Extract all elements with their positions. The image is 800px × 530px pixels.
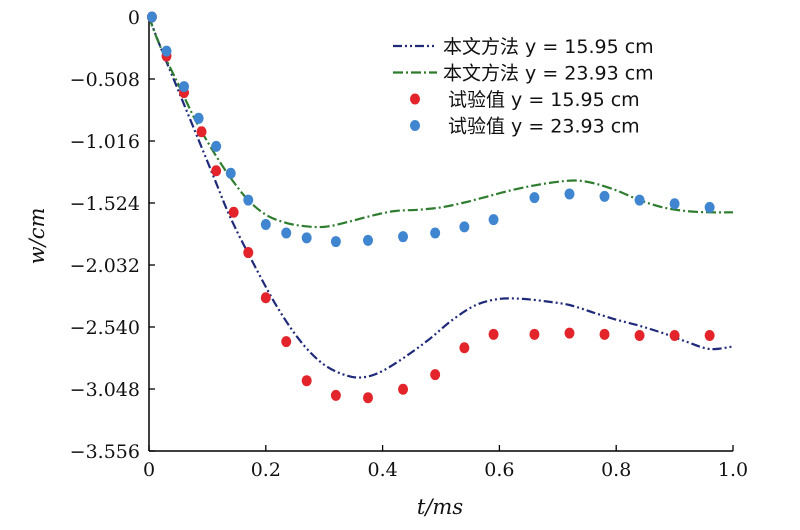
series-2-point [459, 342, 470, 354]
series-3-point [363, 234, 373, 246]
series-2-point [363, 392, 373, 404]
series-3-point [488, 214, 499, 226]
series-2-point [704, 330, 715, 342]
series-2-point [430, 369, 441, 381]
series-3-point [669, 198, 680, 210]
series-line-1 [147, 16, 734, 229]
series-3-point [281, 227, 292, 239]
y-tick-label: −3.048 [70, 379, 140, 401]
series-3-point [161, 45, 172, 57]
x-tick-label: 0.2 [251, 459, 281, 481]
series-3-point [529, 192, 540, 204]
legend: 本文方法 y = 15.95 cm 本文方法 y = 23.93 cm 试验值 y … [393, 36, 654, 138]
y-tick-label: −1.016 [70, 131, 140, 153]
series-layer [146, 11, 734, 404]
y-axis-title: w/cm [25, 208, 49, 265]
series-2-point [564, 327, 575, 339]
series-3-point [704, 201, 715, 213]
series-3-point [430, 227, 441, 239]
series-3-point [564, 188, 575, 200]
series-2-point [599, 328, 610, 340]
legend-swatch-3 [410, 120, 420, 131]
series-2-point [529, 328, 540, 340]
series-3-point [301, 232, 312, 244]
axes: 0 0.2 0.4 0.6 0.8 1.0 0 −0.508 −1.016 −1.524 −2.03… [70, 7, 748, 481]
series-2-point [634, 330, 645, 342]
series-3-point [146, 11, 157, 23]
x-tick-label: 1.0 [718, 459, 748, 481]
x-tick-label: 0.4 [367, 459, 397, 481]
series-3-point [599, 190, 610, 202]
y-tick-label: −1.524 [70, 193, 140, 215]
x-axis-title: t/ms [417, 495, 463, 519]
y-tick-label: −2.540 [70, 317, 140, 339]
series-2-point [196, 126, 207, 138]
series-2-point [260, 292, 271, 304]
series-2-point [228, 206, 239, 218]
series-3-point [459, 221, 470, 233]
legend-label-0: 本文方法 y = 15.95 cm [443, 36, 654, 58]
x-tick-label: 0 [143, 459, 155, 481]
series-3-point [193, 112, 204, 124]
y-tick-label: −3.556 [70, 441, 140, 463]
series-2-point [669, 330, 680, 342]
y-tick-label: −2.032 [70, 255, 140, 277]
series-3-point [634, 194, 645, 206]
series-2-point [330, 389, 341, 401]
series-line-0 [147, 16, 734, 379]
series-3-point [225, 167, 236, 179]
series-3-point [330, 236, 341, 248]
series-3-point [179, 81, 190, 93]
x-tick-label: 0.8 [601, 459, 631, 481]
series-3-point [243, 194, 254, 206]
x-tick-label: 0.6 [484, 459, 514, 481]
legend-label-3: 试验值 y = 23.93 cm [448, 116, 640, 138]
series-2-point [398, 383, 409, 395]
series-3-point [398, 231, 409, 243]
y-tick-label: −0.508 [70, 69, 140, 91]
series-2-point [243, 247, 254, 259]
legend-label-2: 试验值 y = 15.95 cm [448, 89, 640, 111]
legend-swatch-2 [410, 93, 420, 105]
series-2-point [488, 328, 499, 340]
y-tick-label: 0 [128, 7, 140, 29]
series-3-point [211, 140, 222, 152]
legend-label-1: 本文方法 y = 23.93 cm [443, 63, 654, 85]
series-2-point [301, 375, 312, 387]
series-2-point [281, 336, 292, 348]
series-3-point [260, 218, 271, 230]
series-2-point [211, 165, 222, 177]
